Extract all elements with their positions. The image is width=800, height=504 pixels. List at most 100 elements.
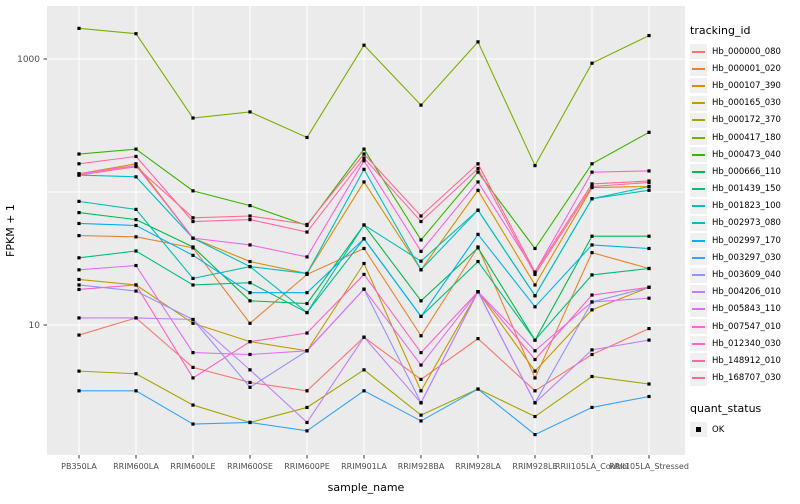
data-point: [305, 222, 309, 227]
data-point: [191, 216, 195, 220]
data-point: [134, 154, 138, 159]
data-point: [362, 180, 366, 184]
data-point: [305, 291, 309, 295]
legend-entry-label: Hb_168707_030: [712, 373, 781, 384]
data-point: [647, 296, 651, 300]
data-point: [419, 413, 423, 417]
legend-entry-label: Hb_000001_020: [712, 63, 781, 74]
legend-key-swatch: [690, 198, 707, 214]
data-point: [362, 159, 366, 163]
data-point: [533, 283, 537, 287]
data-point: [590, 234, 594, 238]
legend-key-swatch: [690, 353, 707, 369]
data-point: [590, 273, 594, 277]
series-color-line-icon: [692, 119, 705, 122]
data-point: [590, 61, 594, 65]
data-point: [248, 299, 252, 303]
legend-entry-Hb_012340_030: Hb_012340_030: [688, 335, 800, 352]
data-point: [134, 389, 138, 393]
legend-entry-Hb_003297_030: Hb_003297_030: [688, 249, 800, 266]
series-color-line-icon: [692, 342, 705, 345]
data-point: [134, 372, 138, 376]
data-point: [362, 223, 366, 227]
data-point: [362, 389, 366, 393]
data-point: [77, 234, 81, 238]
legend-entry-label: Hb_000000_080: [712, 46, 781, 57]
data-point: [134, 223, 138, 228]
data-point: [647, 382, 651, 386]
data-point: [77, 369, 81, 373]
data-point: [533, 414, 537, 419]
legend-key-swatch: [690, 250, 707, 266]
legend-entry-label: Hb_001439_150: [712, 184, 781, 195]
x-tick-label: PB350LA: [61, 462, 97, 471]
data-point: [647, 285, 651, 289]
legend-entry-label: Hb_000473_040: [712, 149, 781, 160]
quant-ok-label: OK: [712, 424, 725, 435]
data-point: [476, 246, 480, 250]
data-point: [476, 180, 480, 184]
data-point: [533, 432, 537, 437]
series-points-Hb_003297_030: [77, 387, 651, 437]
legend-entry-Hb_000666_110: Hb_000666_110: [688, 163, 800, 180]
legend-entry-label: Hb_003609_040: [712, 270, 781, 281]
data-point: [77, 268, 81, 272]
data-point: [248, 291, 252, 295]
data-point: [419, 299, 423, 303]
data-point: [191, 283, 195, 287]
quant-ok-marker: [690, 422, 707, 437]
series-color-line-icon: [692, 170, 705, 173]
data-point: [647, 130, 651, 134]
quant-status-legend: quant_status OK: [688, 402, 800, 438]
legend-entry-Hb_000417_180: Hb_000417_180: [688, 129, 800, 146]
data-point: [419, 214, 423, 218]
legend-entry-Hb_004206_010: Hb_004206_010: [688, 284, 800, 301]
data-point: [191, 321, 195, 325]
data-point: [305, 271, 309, 276]
legend-title: tracking_id: [690, 24, 751, 37]
data-point: [590, 293, 594, 297]
legend-key-swatch: [690, 112, 707, 128]
data-point: [191, 116, 195, 120]
data-point: [248, 281, 252, 285]
data-point: [134, 249, 138, 253]
legend-key-swatch: [690, 78, 707, 94]
data-point: [647, 33, 651, 38]
legend-entry-label: Hb_000666_110: [712, 166, 781, 177]
data-point: [590, 348, 594, 352]
data-point: [476, 208, 480, 212]
data-point: [134, 32, 138, 36]
data-point: [134, 263, 138, 268]
series-color-line-icon: [692, 256, 705, 259]
data-point: [590, 251, 594, 255]
legend-key-swatch: [690, 164, 707, 180]
data-point: [134, 218, 138, 222]
legend-entry-label: Hb_007547_010: [712, 321, 781, 332]
data-point: [533, 294, 537, 298]
x-tick-label: RRIM928LE: [512, 462, 557, 471]
data-point: [533, 270, 537, 274]
data-point: [419, 419, 423, 423]
data-point: [248, 264, 252, 269]
legend-entry-label: Hb_012340_030: [712, 338, 781, 349]
data-point: [476, 259, 480, 264]
data-point: [134, 162, 138, 166]
data-point: [191, 365, 195, 369]
series-color-line-icon: [692, 50, 705, 53]
legend-entry-Hb_007547_010: Hb_007547_010: [688, 318, 800, 335]
data-point: [590, 243, 594, 247]
data-point: [305, 420, 309, 425]
data-point: [191, 422, 195, 426]
x-tick-label: RRIM600PE: [284, 462, 330, 471]
x-tick-label: RRIM600SE: [227, 462, 273, 471]
legend-entry-label: Hb_002997_170: [712, 235, 781, 246]
data-point: [590, 162, 594, 166]
quant-legend-title: quant_status: [690, 402, 762, 415]
data-point: [248, 380, 252, 385]
legend-key-swatch: [690, 95, 707, 111]
data-point: [77, 277, 81, 282]
data-point: [647, 266, 651, 271]
data-point: [191, 245, 195, 249]
data-point: [362, 261, 366, 266]
data-point: [362, 147, 366, 151]
